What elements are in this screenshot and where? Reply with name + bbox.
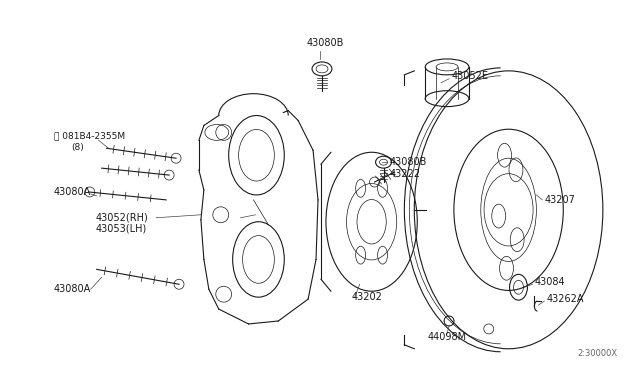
Text: 43084: 43084 <box>534 277 565 287</box>
Text: 43080A: 43080A <box>54 187 92 197</box>
Text: 43080A: 43080A <box>54 284 92 294</box>
Text: (8): (8) <box>71 143 84 152</box>
Text: 43222: 43222 <box>390 169 420 179</box>
Text: 43053(LH): 43053(LH) <box>96 224 147 234</box>
Text: 44098M: 44098M <box>428 332 467 342</box>
Text: 43052E: 43052E <box>452 71 489 81</box>
Text: 43052(RH): 43052(RH) <box>96 213 148 223</box>
Text: 43202: 43202 <box>352 292 383 302</box>
Text: 43080B: 43080B <box>390 157 427 167</box>
Text: 2:30000X: 2:30000X <box>578 349 618 358</box>
Text: Ⓑ 081B4-2355M: Ⓑ 081B4-2355M <box>54 131 125 140</box>
Text: 43080B: 43080B <box>307 38 344 48</box>
Text: 43207: 43207 <box>544 195 575 205</box>
Text: 43262A: 43262A <box>547 294 584 304</box>
